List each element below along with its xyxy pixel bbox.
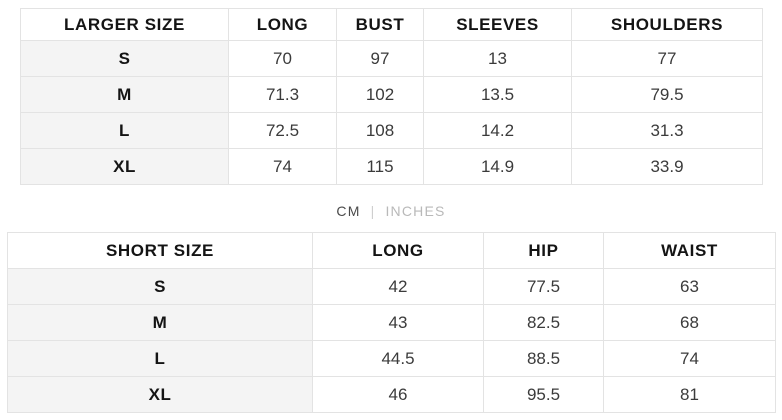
table-row-xl: XL 74 115 14.9 33.9 [20, 148, 763, 185]
value-cell: 108 [336, 112, 424, 149]
column-header-sleeves: SLEEVES [423, 8, 572, 41]
value-cell: 46 [312, 376, 484, 413]
value-cell: 70 [228, 40, 337, 77]
value-cell: 42 [312, 268, 484, 305]
value-cell: 81 [603, 376, 776, 413]
size-label-cell: M [20, 76, 229, 113]
value-cell: 77.5 [483, 268, 604, 305]
value-cell: 13.5 [423, 76, 572, 113]
table-row-m: M 71.3 102 13.5 79.5 [20, 76, 763, 113]
value-cell: 74 [603, 340, 776, 377]
size-label-cell: S [20, 40, 229, 77]
column-header-larger-size: LARGER SIZE [20, 8, 229, 41]
value-cell: 115 [336, 148, 424, 185]
size-label-cell: L [7, 340, 313, 377]
unit-option-inches[interactable]: INCHES [385, 203, 446, 219]
size-label-cell: L [20, 112, 229, 149]
value-cell: 14.2 [423, 112, 572, 149]
header-row: LARGER SIZE LONG BUST SLEEVES SHOULDERS [20, 8, 763, 41]
value-cell: 74 [228, 148, 337, 185]
column-header-long: LONG [228, 8, 337, 41]
table-row-m: M 43 82.5 68 [7, 304, 776, 341]
value-cell: 44.5 [312, 340, 484, 377]
value-cell: 68 [603, 304, 776, 341]
size-label-cell: XL [20, 148, 229, 185]
value-cell: 95.5 [483, 376, 604, 413]
value-cell: 31.3 [571, 112, 763, 149]
larger-size-table: LARGER SIZE LONG BUST SLEEVES SHOULDERS … [20, 8, 763, 185]
header-row: SHORT SIZE LONG HIP WAIST [7, 232, 776, 269]
table-row-xl: XL 46 95.5 81 [7, 376, 776, 413]
value-cell: 77 [571, 40, 763, 77]
short-size-table: SHORT SIZE LONG HIP WAIST S 42 77.5 63 M… [7, 232, 776, 413]
table-row-l: L 72.5 108 14.2 31.3 [20, 112, 763, 149]
value-cell: 82.5 [483, 304, 604, 341]
value-cell: 33.9 [571, 148, 763, 185]
size-label-cell: M [7, 304, 313, 341]
column-header-hip: HIP [483, 232, 604, 269]
table-row-s: S 42 77.5 63 [7, 268, 776, 305]
value-cell: 102 [336, 76, 424, 113]
unit-option-cm[interactable]: CM [336, 203, 361, 219]
table-row-l: L 44.5 88.5 74 [7, 340, 776, 377]
value-cell: 63 [603, 268, 776, 305]
size-label-cell: S [7, 268, 313, 305]
column-header-shoulders: SHOULDERS [571, 8, 763, 41]
value-cell: 14.9 [423, 148, 572, 185]
value-cell: 72.5 [228, 112, 337, 149]
column-header-short-size: SHORT SIZE [7, 232, 313, 269]
value-cell: 43 [312, 304, 484, 341]
column-header-long: LONG [312, 232, 484, 269]
table-row-s: S 70 97 13 77 [20, 40, 763, 77]
unit-separator: | [370, 203, 376, 219]
unit-toggle: CM | INCHES [0, 201, 782, 221]
column-header-bust: BUST [336, 8, 424, 41]
value-cell: 13 [423, 40, 572, 77]
value-cell: 71.3 [228, 76, 337, 113]
value-cell: 88.5 [483, 340, 604, 377]
column-header-waist: WAIST [603, 232, 776, 269]
size-label-cell: XL [7, 376, 313, 413]
value-cell: 97 [336, 40, 424, 77]
value-cell: 79.5 [571, 76, 763, 113]
